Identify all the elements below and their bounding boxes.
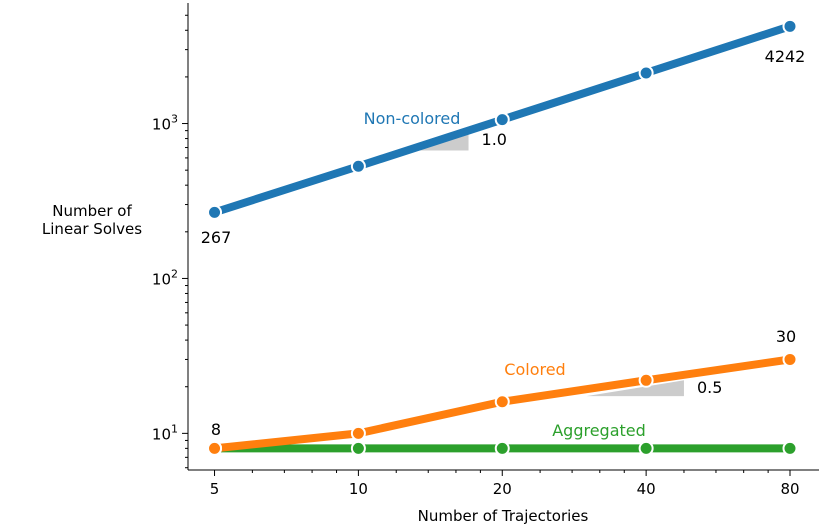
series-label-aggregated: Aggregated — [552, 421, 646, 440]
data-point-colored-10 — [350, 425, 366, 441]
series-label-colored: Colored — [504, 360, 565, 379]
x-tick-label-5: 5 — [210, 480, 220, 498]
x-ticks: 5 10 20 40 80 — [210, 470, 800, 498]
labels: Number of Trajectories Number of Linear … — [42, 47, 805, 525]
slope-triangle-2 — [586, 380, 684, 397]
x-tick-label-10: 10 — [349, 480, 368, 498]
slope-label-2: 0.5 — [697, 378, 722, 397]
data-point-non-colored-80 — [782, 18, 798, 34]
axes — [187, 3, 819, 471]
slope-triangles: 1.0 0.5 — [404, 129, 722, 397]
x-tick-label-20: 20 — [493, 480, 512, 498]
data-point-colored-5 — [207, 440, 223, 456]
series-label-non-colored: Non-colored — [364, 109, 461, 128]
data-label-30: 30 — [776, 327, 796, 346]
y-axis-title-line-1: Number of — [52, 202, 132, 220]
data-label-8: 8 — [211, 420, 221, 439]
y-tick-label-1000: 103 — [152, 113, 178, 134]
data-point-aggregated-80 — [782, 440, 798, 456]
y-tick-label-100: 102 — [152, 267, 178, 288]
slope-label-1: 1.0 — [482, 130, 507, 149]
x-tick-label-80: 80 — [780, 480, 799, 498]
y-ticks: 101 102 103 — [152, 113, 188, 443]
data-point-non-colored-10 — [350, 158, 366, 174]
data-point-non-colored-5 — [207, 204, 223, 220]
data-point-non-colored-20 — [494, 112, 510, 128]
data-point-colored-80 — [782, 351, 798, 367]
data-point-colored-40 — [638, 372, 654, 388]
data-point-non-colored-40 — [638, 65, 654, 81]
x-tick-label-40: 40 — [637, 480, 656, 498]
data-label-267: 267 — [201, 228, 232, 247]
x-axis-title: Number of Trajectories — [418, 507, 589, 525]
y-axis-title-line-2: Linear Solves — [42, 220, 142, 238]
data-label-4242: 4242 — [765, 47, 806, 66]
y-tick-label-10: 101 — [152, 422, 178, 443]
series-group — [207, 18, 798, 456]
data-point-aggregated-10 — [350, 440, 366, 456]
data-point-aggregated-20 — [494, 440, 510, 456]
data-point-colored-20 — [494, 394, 510, 410]
minor-ticks — [185, 14, 769, 473]
data-point-aggregated-40 — [638, 440, 654, 456]
